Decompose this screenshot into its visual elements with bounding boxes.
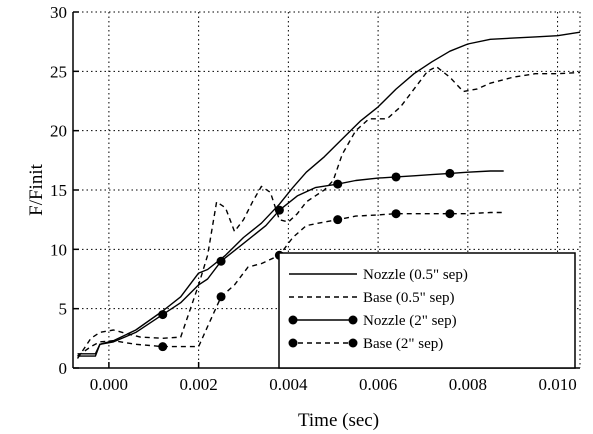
x-tick-label: 0.004: [269, 375, 308, 394]
y-tick-label: 20: [50, 122, 67, 141]
series-marker-base-2-sep: [333, 215, 343, 225]
series-marker-base-2-sep: [158, 342, 168, 352]
x-tick-label: 0.010: [538, 375, 576, 394]
y-tick-label: 10: [50, 240, 67, 259]
legend-swatch-marker: [348, 338, 358, 348]
legend-box: [278, 252, 576, 369]
legend-label: Base (2" sep): [363, 336, 443, 352]
y-tick-label: 5: [59, 300, 68, 319]
x-tick-label: 0.000: [90, 375, 128, 394]
legend-swatch-marker: [288, 338, 298, 348]
y-tick-label: 25: [50, 62, 67, 81]
series-marker-nozzle-2-sep: [333, 179, 343, 189]
series-marker-base-2-sep: [445, 209, 455, 219]
legend: Nozzle (0.5" sep) Base (0.5" sep) Nozzle (…: [278, 252, 576, 369]
y-axis-ticks: 0 5 10 15 20 25 30: [50, 3, 79, 378]
series-line-nozzle-0-5-sep: [77, 31, 581, 355]
series-marker-nozzle-2-sep: [274, 205, 284, 215]
x-axis-label: Time (sec): [298, 410, 379, 431]
series-line-base-0-5-sep: [76, 65, 581, 359]
x-tick-label: 0.008: [449, 375, 487, 394]
series-marker-nozzle-2-sep: [158, 310, 168, 320]
legend-swatch-marker: [288, 315, 298, 325]
y-tick-label: 0: [59, 359, 68, 378]
legend-label: Nozzle (0.5" sep): [363, 267, 468, 283]
series-marker-nozzle-2-sep: [216, 256, 226, 266]
x-tick-label: 0.002: [180, 375, 218, 394]
legend-label: Base (0.5" sep): [363, 290, 455, 306]
series-marker-base-2-sep: [216, 292, 226, 302]
series-marker-nozzle-2-sep: [391, 172, 401, 182]
y-tick-label: 15: [50, 181, 67, 200]
y-axis-label: F/Finit: [26, 163, 47, 215]
series-lines: [76, 31, 581, 359]
x-tick-label: 0.006: [359, 375, 397, 394]
y-tick-label: 30: [50, 3, 67, 22]
legend-label: Nozzle (2" sep): [363, 313, 457, 329]
series-marker-base-2-sep: [391, 209, 401, 219]
series-marker-nozzle-2-sep: [445, 168, 455, 178]
legend-swatch-marker: [348, 315, 358, 325]
